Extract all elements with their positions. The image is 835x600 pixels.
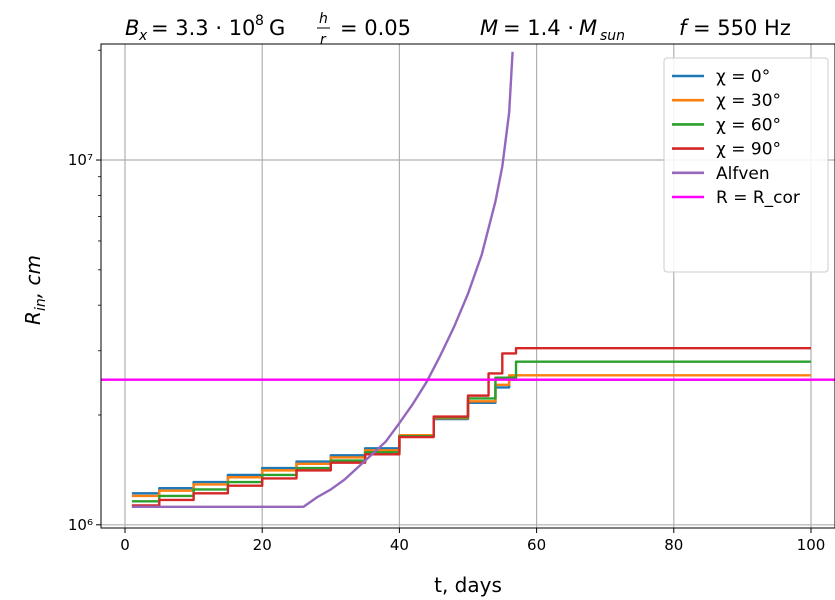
legend-label: R = R_cor bbox=[716, 188, 800, 208]
x-tick-label: 40 bbox=[390, 536, 409, 554]
svg-text:M: M bbox=[579, 16, 597, 40]
legend-label: χ = 0° bbox=[716, 67, 770, 87]
legend-label: χ = 60° bbox=[716, 115, 781, 135]
legend-label: χ = 30° bbox=[716, 91, 781, 111]
legend-label: Alfven bbox=[716, 164, 770, 184]
y-tick-label: 10⁷ bbox=[68, 151, 93, 169]
series-layer bbox=[101, 51, 835, 509]
svg-text:h: h bbox=[319, 11, 328, 27]
svg-text:G: G bbox=[269, 16, 285, 40]
svg-text:8: 8 bbox=[255, 13, 264, 29]
series-line bbox=[131, 374, 811, 498]
series-line bbox=[131, 346, 811, 507]
svg-text:M: M bbox=[480, 16, 498, 40]
x-tick-label: 0 bbox=[120, 536, 130, 554]
chart-title: B x = 3.3 · 10 8 G h r = 0.05 M = 1.4 · … bbox=[125, 11, 791, 48]
x-axis-label: t, days bbox=[434, 573, 502, 597]
legend: χ = 0° χ = 30° χ = 60° χ = 90° Alfven R = R_c… bbox=[663, 57, 829, 273]
svg-text:r: r bbox=[320, 32, 327, 48]
series-line bbox=[131, 360, 811, 503]
svg-text:B: B bbox=[125, 16, 139, 40]
svg-text:f: f bbox=[679, 16, 690, 40]
x-tick-label: 60 bbox=[527, 536, 546, 554]
x-tick-label: 80 bbox=[664, 536, 683, 554]
plot-frame bbox=[100, 43, 835, 529]
svg-text:Rin, cm: Rin, cm bbox=[21, 255, 49, 325]
legend-label: χ = 90° bbox=[716, 140, 781, 160]
svg-text:x: x bbox=[138, 28, 148, 44]
legend-box bbox=[663, 57, 829, 273]
svg-text:= 550 Hz: = 550 Hz bbox=[693, 16, 791, 40]
y-tick-label: 10⁶ bbox=[68, 516, 93, 534]
y-axis-label: Rin, cm bbox=[21, 255, 49, 325]
svg-text:sun: sun bbox=[600, 28, 625, 44]
series-line bbox=[131, 378, 811, 495]
x-tick-label: 100 bbox=[797, 536, 826, 554]
tick-layer: 0 20 40 60 80 100 10⁶ 10⁷ bbox=[68, 49, 826, 554]
series-line bbox=[131, 51, 514, 509]
svg-text:= 1.4 ·: = 1.4 · bbox=[503, 16, 574, 40]
svg-text:= 3.3 · 10: = 3.3 · 10 bbox=[151, 16, 255, 40]
svg-text:= 0.05: = 0.05 bbox=[340, 16, 411, 40]
x-tick-label: 20 bbox=[253, 536, 272, 554]
